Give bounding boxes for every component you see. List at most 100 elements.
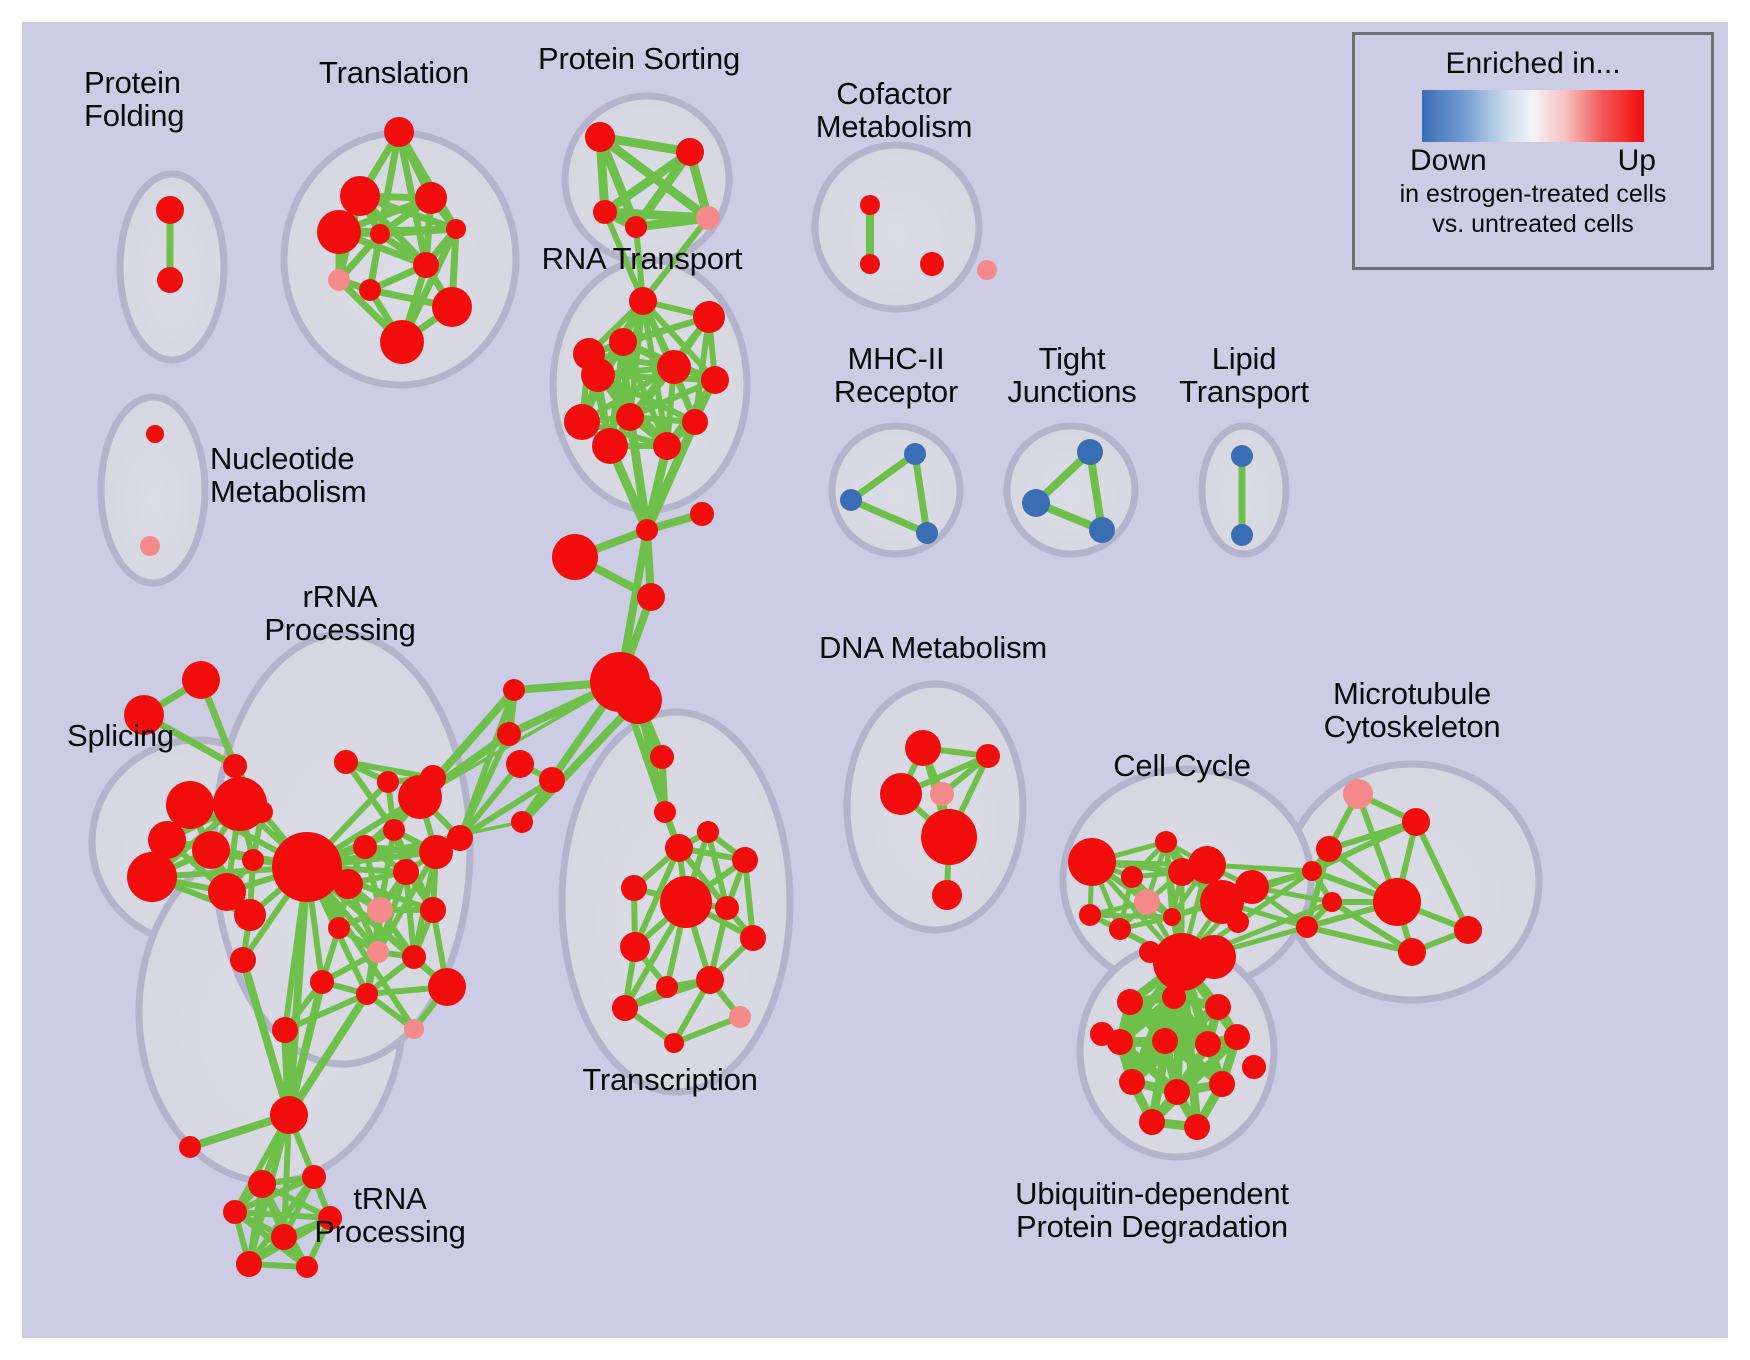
node [657, 350, 691, 384]
node [1134, 889, 1160, 915]
node [182, 661, 220, 699]
node [1089, 517, 1115, 543]
node [930, 782, 954, 806]
node [696, 966, 724, 994]
node [447, 825, 473, 851]
node [333, 869, 363, 899]
node [242, 849, 264, 871]
node [564, 404, 600, 440]
node [1205, 994, 1231, 1020]
node [616, 403, 644, 431]
node [585, 122, 615, 152]
cluster-label-protein-sorting: Protein Sorting [537, 41, 741, 76]
node [432, 287, 472, 327]
cluster-label-translation: Translation [319, 55, 469, 90]
node [1068, 838, 1116, 886]
node [251, 801, 273, 823]
node [1195, 1031, 1221, 1057]
network-canvas: Protein Folding Translation Protein Sorti… [22, 22, 1728, 1338]
node [234, 899, 266, 931]
node [1162, 985, 1186, 1009]
node [367, 897, 393, 923]
cluster-label-splicing: Splicing [67, 718, 174, 753]
node [621, 875, 647, 901]
node [236, 1251, 262, 1277]
cluster-label-mhc-ii-receptor: MHC-II Receptor [833, 341, 959, 410]
node [660, 876, 712, 928]
node [413, 252, 439, 278]
node [690, 502, 714, 526]
node [636, 519, 658, 541]
node [629, 287, 657, 315]
legend-caption-line2: vs. untreated cells [1432, 210, 1634, 238]
cluster-label-rna-transport: RNA Transport [541, 241, 743, 276]
node [1231, 524, 1253, 546]
node [740, 925, 766, 951]
node [921, 809, 977, 865]
node [296, 1256, 318, 1278]
cluster-label-ubiquitin-protein-degradation: Ubiquitin-dependent Protein Degradation [1015, 1176, 1289, 1245]
hull-tight-junctions [1003, 422, 1139, 558]
node [146, 425, 164, 443]
node [1322, 892, 1342, 912]
node [179, 1136, 201, 1158]
node [302, 1165, 326, 1189]
node [1235, 870, 1269, 904]
node [428, 968, 466, 1006]
node [328, 269, 350, 291]
node [148, 821, 186, 859]
node [1139, 1109, 1165, 1135]
node [701, 366, 729, 394]
cluster-label-rrna-processing: rRNA Processing [264, 579, 416, 648]
node [637, 583, 665, 611]
cluster-label-cofactor-metabolism: Cofactor Metabolism [815, 76, 973, 145]
legend-title: Enriched in... [1445, 47, 1621, 80]
legend-panel: Enriched in... Down Up in estrogen-treat… [1352, 32, 1714, 270]
node [539, 767, 565, 793]
cluster-label-microtubule-cytoskeleton: Microtubule Cytoskeleton [1323, 676, 1501, 745]
node [380, 320, 424, 364]
node [696, 206, 720, 230]
node [697, 821, 719, 843]
node [497, 722, 521, 746]
node [420, 897, 446, 923]
node [340, 176, 380, 216]
network-nodes [124, 117, 1482, 1278]
node [334, 750, 358, 774]
node [1022, 489, 1050, 517]
node [976, 744, 1000, 768]
node [581, 358, 615, 392]
node [612, 995, 638, 1021]
node [715, 896, 739, 920]
node [880, 773, 922, 815]
node [650, 745, 674, 769]
node [367, 941, 389, 963]
legend-color-bar [1422, 90, 1644, 142]
node [1373, 878, 1421, 926]
node [310, 970, 334, 994]
node [1227, 911, 1249, 933]
node [359, 279, 381, 301]
node [1231, 445, 1253, 467]
node [665, 834, 693, 862]
node [223, 1200, 247, 1224]
node [840, 489, 862, 511]
node [1164, 1079, 1190, 1105]
node [415, 182, 447, 214]
node [656, 976, 678, 998]
node [1398, 938, 1426, 966]
node [614, 676, 662, 724]
node [230, 947, 256, 973]
node [248, 1170, 276, 1198]
node [593, 200, 617, 224]
node [208, 873, 246, 911]
node [318, 1206, 342, 1230]
node [1077, 439, 1103, 465]
node [1402, 808, 1430, 836]
node [732, 847, 758, 873]
node [402, 945, 426, 969]
node [446, 219, 466, 239]
node [272, 832, 342, 902]
node [1184, 1114, 1210, 1140]
